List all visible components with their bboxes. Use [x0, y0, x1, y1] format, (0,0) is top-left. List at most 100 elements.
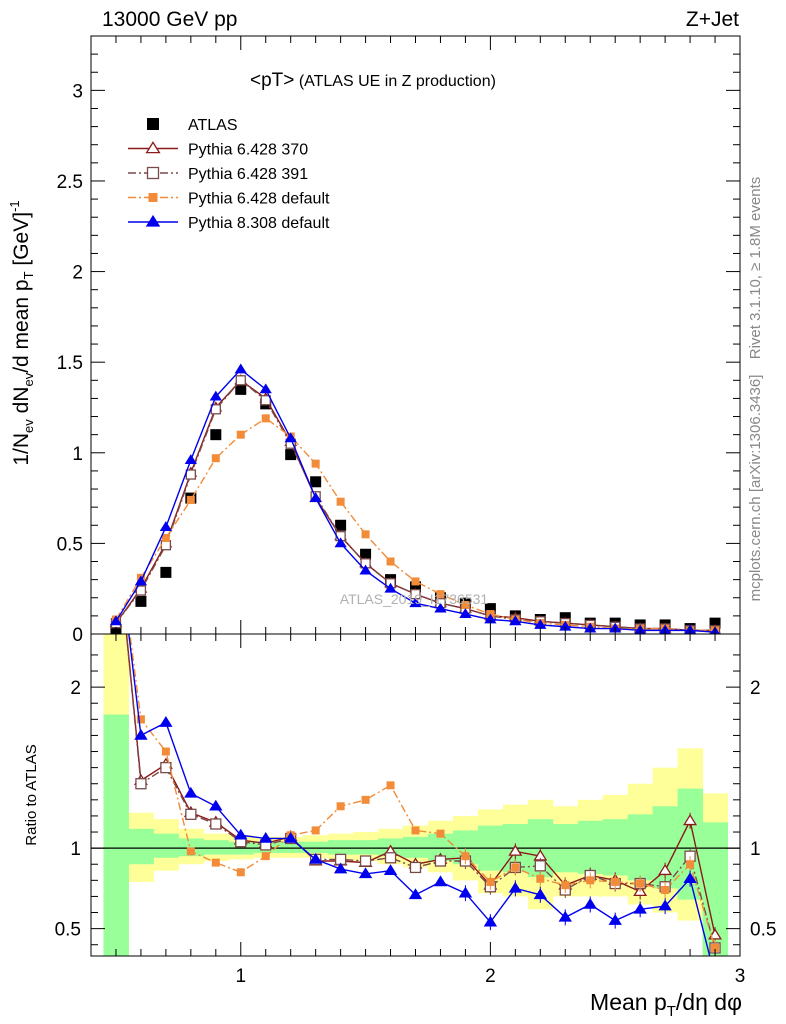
main-ytick-label: 1: [72, 444, 83, 465]
main-point: [335, 519, 347, 531]
ratio-point: [308, 852, 323, 864]
ratio-point: [136, 715, 145, 724]
ratio-ytick-label: 1: [70, 839, 81, 860]
ratio-point: [633, 902, 647, 914]
legend-marker: [145, 214, 161, 227]
ratio-point: [185, 808, 197, 820]
main-point: [134, 575, 148, 586]
ratio-point: [658, 863, 673, 876]
main-title: <pT> (ATLAS UE in Z production): [250, 70, 496, 91]
main-point: [509, 615, 522, 626]
ratio-point: [636, 879, 645, 888]
ratio-point: [311, 826, 320, 835]
legend-entry-4: Pythia 8.308 default: [128, 214, 330, 232]
ratio-ylabel: Ratio to ATLAS: [23, 744, 40, 845]
main-point: [334, 537, 347, 548]
ratio-ytick-label-right: 1: [750, 839, 761, 860]
rivet-label: Rivet 3.1.10, ≥ 1.8M events: [747, 177, 764, 360]
main-point: [260, 395, 271, 406]
ratio-band-green: [103, 714, 729, 956]
ratio-point: [359, 855, 372, 867]
main-point: [209, 390, 222, 401]
legend-label: ATLAS: [188, 117, 238, 134]
main-point: [310, 476, 322, 488]
main-point: [235, 383, 247, 395]
ratio-point: [210, 818, 222, 830]
ratio-point: [336, 802, 345, 811]
ratio-point: [259, 831, 273, 843]
main-point: [159, 521, 173, 531]
ratio-point: [111, 521, 121, 531]
ratio-point: [709, 971, 721, 980]
main-point: [109, 615, 123, 626]
ratio-point: [683, 813, 698, 826]
main-point: [311, 459, 320, 468]
ratio-point: [658, 899, 672, 911]
main-point: [284, 432, 297, 443]
ratio-series-2: [129, 634, 720, 956]
ratio-point: [611, 877, 620, 886]
legend-marker: [148, 193, 158, 202]
main-ytick-label: 0: [72, 625, 83, 646]
ratio-point: [508, 881, 523, 893]
main-point: [259, 383, 272, 394]
header-left: 13000 GeV pp: [102, 8, 237, 31]
main-point: [135, 595, 147, 607]
main-point: [186, 495, 195, 504]
main-point: [210, 429, 222, 441]
ratio-point: [110, 521, 122, 530]
ratio-band-green-bin: [353, 840, 379, 855]
ratio-band-green-bin: [153, 833, 179, 858]
ratio-xtick-label: 2: [485, 966, 496, 987]
main-point: [386, 557, 395, 566]
ratio-band-green-bin: [178, 838, 204, 857]
legend-marker: [146, 166, 160, 180]
main-point: [234, 363, 247, 374]
ratio-xlabel: Mean pT/dη dφ: [590, 989, 742, 1020]
main-ytick-label: 1.5: [57, 353, 83, 374]
ratio-point: [110, 521, 122, 530]
main-point: [160, 566, 172, 578]
ratio-ytick-label-right: 2: [750, 678, 761, 699]
ratio-band-green-bin: [303, 841, 329, 853]
main-ytick-label: 0.5: [57, 534, 83, 555]
ratio-point: [134, 728, 148, 740]
ratio-band-green-bin: [577, 820, 604, 874]
ratio-point: [561, 881, 570, 890]
ratio-point: [361, 795, 370, 804]
main-point: [184, 454, 197, 464]
ratio-plot-area: [91, 521, 740, 980]
ratio-point: [409, 861, 422, 874]
legend-entry-0: ATLAS: [147, 117, 238, 134]
main-ytick-label: 2.5: [57, 172, 83, 193]
legend: ATLAS Pythia 6.428 370 Pythia 6.428 391 Pyt…: [128, 117, 330, 232]
main-point: [185, 469, 196, 480]
ratio-point: [461, 852, 470, 861]
main-point: [309, 492, 322, 502]
ratio-point: [160, 761, 172, 774]
main-point: [436, 590, 445, 599]
ratio-panel: 0.5 0.5 1 1 2 2 1 2 3 Ratio to ATLAS Mean pT/dη …: [23, 521, 776, 1020]
header-right: Z+Jet: [686, 8, 739, 31]
ratio-point: [433, 875, 448, 887]
legend-entry-3: Pythia 6.428 default: [128, 191, 330, 208]
ratio-band-green-bin: [103, 714, 129, 956]
main-title-sub: (ATLAS UE in Z production): [294, 73, 496, 90]
ratio-point: [483, 915, 498, 927]
main-point: [235, 375, 246, 386]
main-point: [359, 564, 372, 575]
ratio-point: [234, 828, 248, 840]
ratio-point: [533, 888, 548, 900]
ratio-point: [486, 877, 495, 886]
mcplots-label: mcplots.cern.ch [arXiv:1306.3436]: [747, 375, 764, 602]
ratio-point: [608, 914, 622, 925]
ratio-point: [534, 860, 546, 872]
ratio-band-green-bin: [278, 841, 304, 853]
legend-marker: [147, 118, 159, 130]
main-point: [211, 454, 220, 463]
ratio-series-3: [110, 521, 721, 980]
legend-label: Pythia 6.428 391: [188, 166, 308, 183]
watermark: ATLAS_2019_I1736531: [340, 591, 489, 607]
ratio-point: [211, 858, 220, 867]
